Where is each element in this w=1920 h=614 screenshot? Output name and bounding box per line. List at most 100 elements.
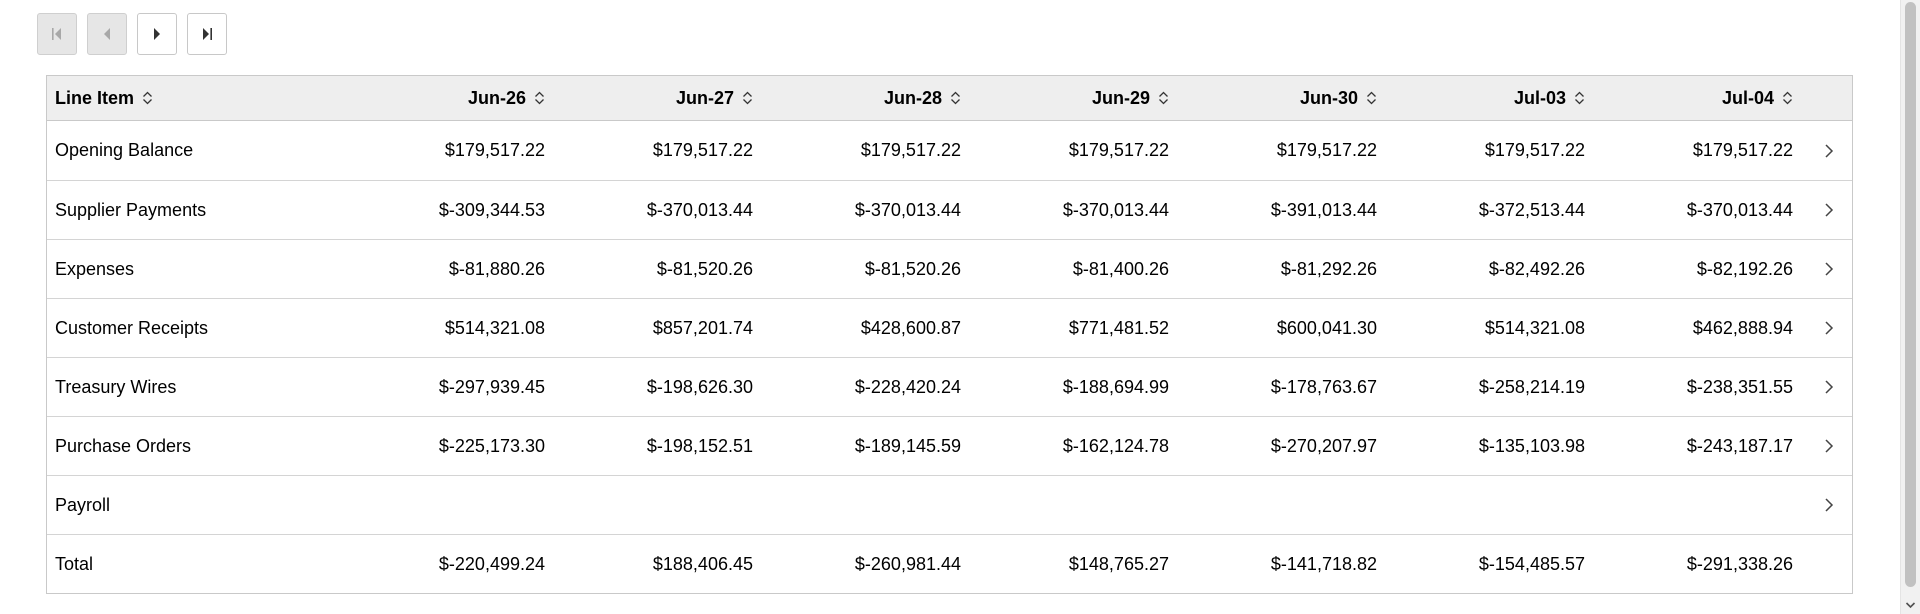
amount-cell: $514,321.08 — [444, 317, 545, 338]
chevron-right-icon[interactable] — [1824, 379, 1834, 395]
table-row[interactable]: Purchase Orders $-225,173.30 $-198,152.51 $… — [47, 416, 1852, 475]
amount-cell: $-81,400.26 — [1072, 258, 1169, 279]
previous-page-button[interactable] — [87, 13, 127, 55]
amount-cell: $-188,694.99 — [1062, 376, 1169, 397]
amount-cell: $-141,718.82 — [1270, 553, 1377, 574]
table-row[interactable]: Opening Balance $179,517.22 $179,517.22 $17… — [47, 121, 1852, 180]
table-row[interactable]: Supplier Payments $-309,344.53 $-370,013.4… — [47, 180, 1852, 239]
amount-cell: $-189,145.59 — [854, 435, 961, 456]
amount-cell: $179,517.22 — [444, 140, 545, 160]
sort-icon[interactable] — [1366, 90, 1377, 106]
amount-cell: $-228,420.24 — [854, 376, 961, 397]
column-header-label: Line Item — [55, 87, 135, 108]
amount-cell: $-370,013.44 — [646, 199, 753, 220]
amount-cell: $-162,124.78 — [1062, 435, 1169, 456]
line-item-label: Opening Balance — [55, 140, 194, 160]
amount-cell: $771,481.52 — [1068, 317, 1169, 338]
amount-cell: $-291,338.26 — [1686, 553, 1793, 574]
table-row[interactable]: Customer Receipts $514,321.08 $857,201.74 $… — [47, 298, 1852, 357]
row-action — [1793, 320, 1852, 336]
line-item-label: Purchase Orders — [55, 435, 192, 456]
column-header-date[interactable]: Jun-29 — [961, 88, 1169, 109]
amount-cell: $-82,192.26 — [1696, 258, 1793, 279]
column-header-label: Jul-04 — [1721, 87, 1774, 108]
vertical-scrollbar[interactable] — [1900, 0, 1920, 614]
column-header-line-item[interactable]: Line Item — [47, 88, 337, 109]
sort-icon[interactable] — [1158, 90, 1169, 106]
row-action — [1793, 379, 1852, 395]
column-header-label: Jun-26 — [467, 87, 526, 108]
amount-cell: $-82,492.26 — [1488, 258, 1585, 279]
column-header-label: Jun-27 — [675, 87, 734, 108]
row-action — [1793, 438, 1852, 454]
amount-cell: $-372,513.44 — [1478, 199, 1585, 220]
row-action — [1793, 497, 1852, 513]
column-header-date[interactable]: Jun-26 — [337, 88, 545, 109]
data-grid: Line Item Jun-26 Jun-27 Jun-28 Jun-29 Jun-30 J… — [46, 75, 1853, 594]
amount-cell: $-260,981.44 — [854, 553, 961, 574]
previous-page-icon — [104, 28, 110, 40]
amount-cell: $462,888.94 — [1692, 317, 1793, 338]
amount-cell: $-297,939.45 — [438, 376, 545, 397]
amount-cell: $-178,763.67 — [1270, 376, 1377, 397]
table-row[interactable]: Treasury Wires $-297,939.45 $-198,626.30 $-… — [47, 357, 1852, 416]
row-action — [1793, 143, 1852, 159]
amount-cell: $-135,103.98 — [1478, 435, 1585, 456]
scrollbar-thumb[interactable] — [1905, 2, 1916, 587]
chevron-right-icon[interactable] — [1824, 143, 1834, 159]
column-header-date[interactable]: Jun-28 — [753, 88, 961, 109]
first-page-button[interactable] — [37, 13, 77, 55]
column-header-label: Jun-30 — [1299, 87, 1358, 108]
line-item-label: Treasury Wires — [55, 376, 177, 397]
amount-cell: $-270,207.97 — [1270, 435, 1377, 456]
scroll-down-arrow-icon[interactable] — [1905, 600, 1916, 610]
amount-cell: $-238,351.55 — [1686, 376, 1793, 397]
sort-icon[interactable] — [742, 90, 753, 106]
amount-cell: $-81,292.26 — [1280, 258, 1377, 279]
column-header-date[interactable]: Jul-04 — [1585, 88, 1793, 109]
line-item-label: Payroll — [55, 494, 111, 515]
row-action — [1793, 261, 1852, 277]
column-header-date[interactable]: Jul-03 — [1377, 88, 1585, 109]
amount-cell: $514,321.08 — [1484, 317, 1585, 338]
sort-icon[interactable] — [142, 90, 153, 106]
column-header-label: Jun-29 — [1091, 87, 1150, 108]
amount-cell: $-243,187.17 — [1686, 435, 1793, 456]
amount-cell: $-391,013.44 — [1270, 199, 1377, 220]
column-header-date[interactable]: Jun-30 — [1169, 88, 1377, 109]
sort-icon[interactable] — [534, 90, 545, 106]
table-row[interactable]: Payroll — [47, 475, 1852, 534]
total-row: Total $-220,499.24 $188,406.45 $-260,981.44… — [47, 534, 1852, 593]
next-page-icon — [154, 28, 160, 40]
sort-icon[interactable] — [1574, 90, 1585, 106]
amount-cell: $-81,520.26 — [656, 258, 753, 279]
amount-cell: $179,517.22 — [1068, 140, 1169, 160]
chevron-right-icon[interactable] — [1824, 497, 1834, 513]
grid-body: Opening Balance $179,517.22 $179,517.22 $17… — [47, 121, 1852, 593]
amount-cell: $-81,880.26 — [448, 258, 545, 279]
line-item-label: Total — [55, 553, 94, 574]
next-page-button[interactable] — [137, 13, 177, 55]
chevron-right-icon[interactable] — [1824, 438, 1834, 454]
sort-icon[interactable] — [950, 90, 961, 106]
chevron-right-icon[interactable] — [1824, 202, 1834, 218]
amount-cell: $-154,485.57 — [1478, 553, 1585, 574]
column-header-date[interactable]: Jun-27 — [545, 88, 753, 109]
row-action — [1793, 202, 1852, 218]
amount-cell: $179,517.22 — [1276, 140, 1377, 160]
amount-cell: $-225,173.30 — [438, 435, 545, 456]
line-item-label: Expenses — [55, 258, 135, 279]
amount-cell: $179,517.22 — [860, 140, 961, 160]
amount-cell: $-258,214.19 — [1478, 376, 1585, 397]
sort-icon[interactable] — [1782, 90, 1793, 106]
chevron-right-icon[interactable] — [1824, 261, 1834, 277]
line-item-label: Customer Receipts — [55, 317, 209, 338]
last-page-button[interactable] — [187, 13, 227, 55]
chevron-right-icon[interactable] — [1824, 320, 1834, 336]
amount-cell: $-370,013.44 — [1062, 199, 1169, 220]
amount-cell: $600,041.30 — [1276, 317, 1377, 338]
table-row[interactable]: Expenses $-81,880.26 $-81,520.26 $-81,520.2… — [47, 239, 1852, 298]
amount-cell: $179,517.22 — [652, 140, 753, 160]
last-page-icon — [203, 28, 212, 40]
amount-cell: $188,406.45 — [652, 553, 753, 574]
